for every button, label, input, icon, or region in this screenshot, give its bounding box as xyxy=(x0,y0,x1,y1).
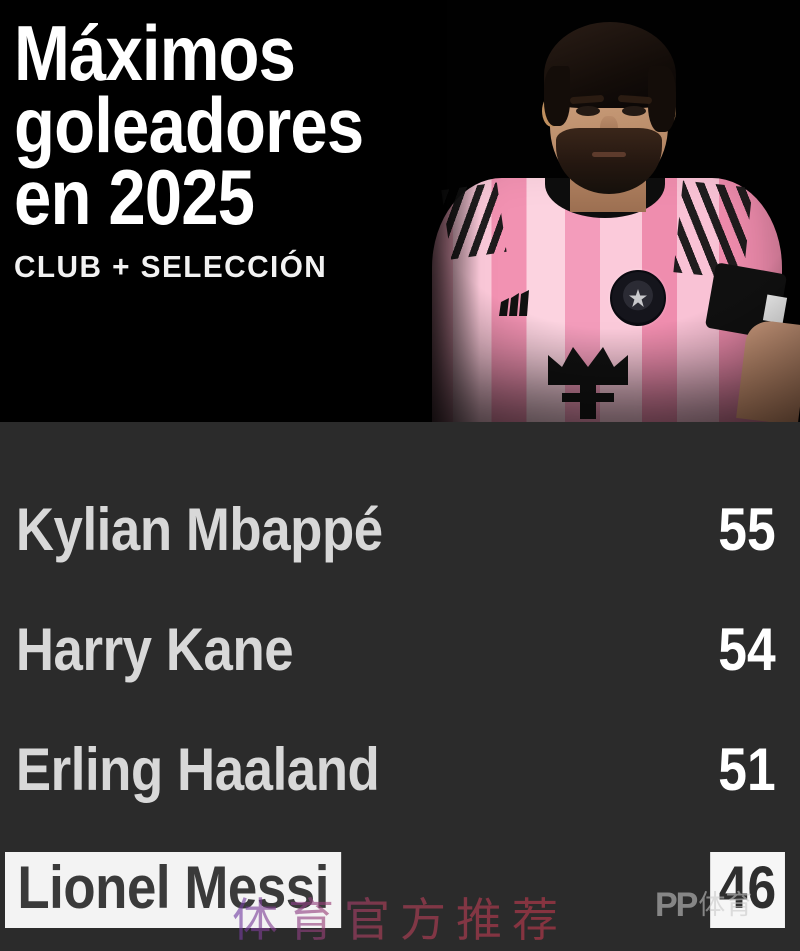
table-row: Kylian Mbappé 55 xyxy=(0,484,800,576)
hair-side-left xyxy=(544,66,570,126)
royal-caribbean-crown-logo xyxy=(542,345,634,419)
eye-right xyxy=(622,106,646,116)
title-block: Máximos goleadores en 2025 CLUB + SELECC… xyxy=(14,9,414,285)
player-goals: 55 xyxy=(718,496,776,563)
adidas-shoulder-stripes-right xyxy=(673,180,753,280)
player-goals: 54 xyxy=(718,616,776,683)
adidas-shoulder-stripes-left xyxy=(441,182,507,260)
table-row: Erling Haaland 51 xyxy=(0,724,800,816)
inter-miami-crest-icon xyxy=(610,270,666,326)
mouth xyxy=(592,152,626,157)
player-goals: 46 xyxy=(710,852,785,928)
page-title-line-3: en 2025 xyxy=(14,152,255,241)
table-row: Harry Kane 54 xyxy=(0,604,800,696)
scorers-list: Kylian Mbappé 55 Harry Kane 54 Erling Ha… xyxy=(0,422,800,951)
player-name: Harry Kane xyxy=(15,616,294,683)
page-title-line-1: Máximos xyxy=(14,9,296,97)
table-row-highlighted: Lionel Messi 46 xyxy=(0,844,800,936)
player-name: Lionel Messi xyxy=(5,852,342,928)
player-name: Erling Haaland xyxy=(15,736,380,803)
header-banner: Máximos goleadores en 2025 CLUB + SELECC… xyxy=(0,0,800,422)
page-title-line-2: goleadores xyxy=(14,80,364,169)
messi-photo xyxy=(410,0,800,422)
player-goals: 51 xyxy=(718,736,776,803)
hair-side-right xyxy=(648,66,676,132)
player-name: Kylian Mbappé xyxy=(15,496,383,563)
page-subtitle: CLUB + SELECCIÓN xyxy=(14,249,328,285)
adidas-logo xyxy=(497,290,533,316)
eye-left xyxy=(576,106,600,116)
